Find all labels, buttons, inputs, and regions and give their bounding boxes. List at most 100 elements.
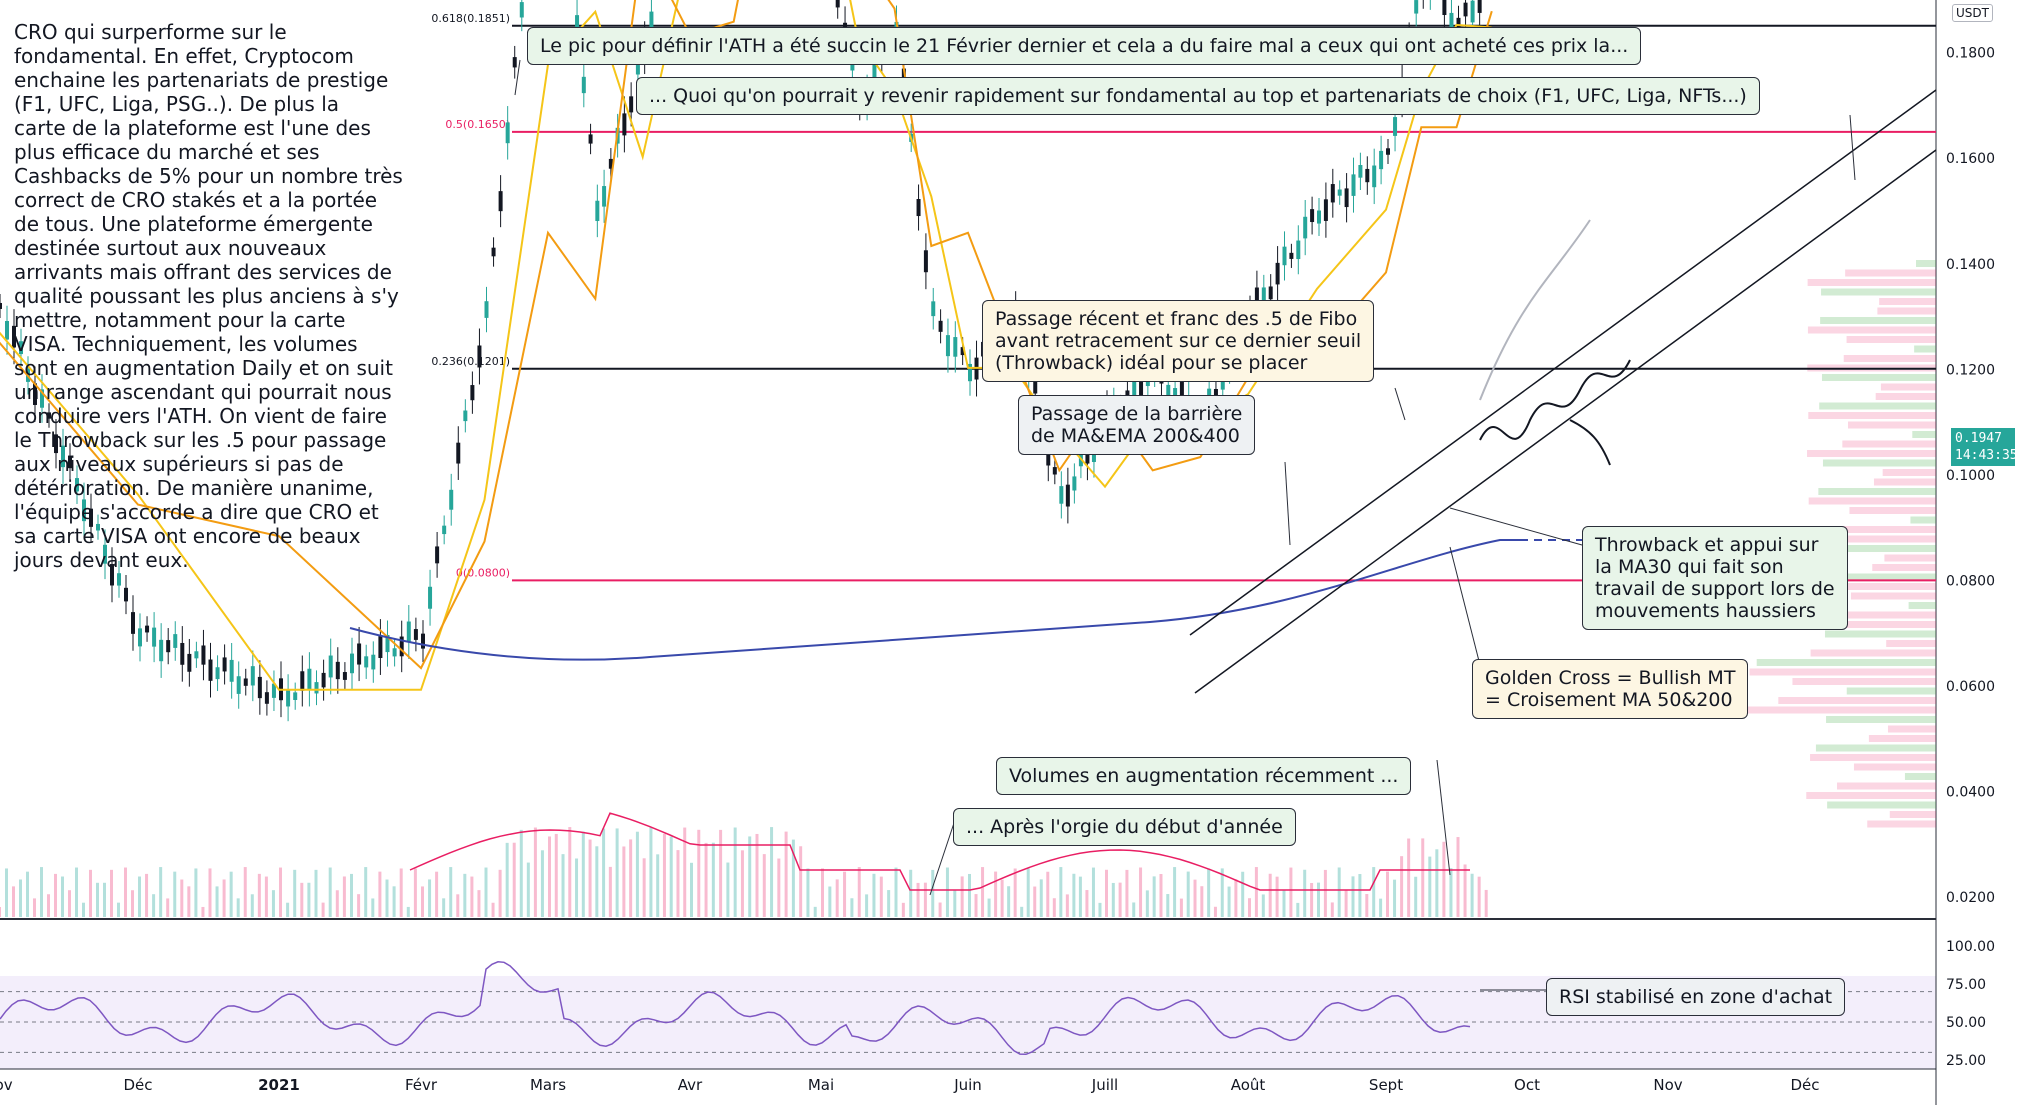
annotation-fundamental[interactable]: ... Quoi qu'on pourrait y revenir rapide…: [636, 77, 1760, 115]
candle-body: [187, 653, 192, 672]
candle-body: [1296, 240, 1301, 260]
volume-bar: [697, 829, 701, 917]
candle-body: [201, 645, 206, 665]
volume-bar: [629, 839, 633, 917]
annotation-golden-cross[interactable]: Golden Cross = Bullish MT = Croisement M…: [1472, 659, 1749, 719]
volume-bar: [264, 876, 268, 917]
volume-profile-bar: [1839, 611, 1936, 619]
time-tick-label: Mars: [530, 1076, 566, 1094]
volume-bar: [1033, 886, 1037, 917]
volume-profile-bar: [1840, 526, 1936, 533]
candle-body: [357, 643, 362, 665]
volume-bar: [726, 862, 730, 917]
volume-profile-bar: [1872, 564, 1936, 571]
volume-bar: [1166, 894, 1170, 917]
volume-bar: [960, 876, 964, 917]
candle-body: [449, 489, 454, 510]
candle-body: [413, 629, 418, 640]
callout-pointer: [514, 59, 521, 96]
candle-body: [1386, 148, 1390, 155]
volume-bar: [1085, 890, 1089, 917]
callout-pointer: [1449, 546, 1481, 666]
annotation-throwback[interactable]: Throwback et appui sur la MA30 qui fait …: [1582, 526, 1848, 630]
volume-profile-bar: [1821, 374, 1936, 381]
volume-bar: [1000, 879, 1004, 917]
volume-bar: [435, 871, 439, 917]
annotation-ma-ema[interactable]: Passage de la barrière de MA&EMA 200&400: [1018, 395, 1256, 455]
volume-bar: [1145, 890, 1149, 917]
candle-body: [1072, 476, 1077, 491]
volume-profile-bar: [1821, 288, 1936, 296]
candle-body: [428, 586, 433, 609]
candle-body: [1166, 384, 1171, 399]
annotation-volumes-up[interactable]: Volumes en augmentation récemment ...: [996, 757, 1412, 795]
volume-bar: [406, 906, 410, 917]
volume-bar: [872, 873, 876, 917]
annotation-rsi[interactable]: RSI stabilisé en zone d'achat: [1546, 978, 1846, 1016]
volume-bar: [1323, 869, 1327, 917]
candle-body: [477, 345, 482, 368]
volume-bar: [279, 867, 282, 917]
candle-body: [938, 320, 943, 332]
fib-level-label: 0(0.0800): [456, 566, 510, 579]
volume-bar: [364, 867, 368, 917]
candle-body: [1078, 454, 1083, 467]
volume-bar: [477, 890, 481, 917]
volume-bar: [19, 879, 22, 917]
candle-body: [1132, 374, 1137, 396]
volume-bar: [642, 858, 646, 917]
volume-bar: [669, 836, 673, 917]
volume-profile-bar: [1818, 488, 1936, 495]
annotation-ath[interactable]: Le pic pour définir l'ATH a été succin l…: [527, 27, 1642, 65]
candle-body: [378, 636, 383, 658]
volume-bar: [1330, 902, 1334, 917]
time-tick-label: Févr: [405, 1076, 438, 1094]
volume-bar: [608, 866, 612, 917]
candle-body: [166, 640, 171, 653]
volume-bar: [887, 890, 891, 917]
volume-bar: [1379, 898, 1383, 917]
volume-profile-bar: [1746, 706, 1936, 714]
volume-bar: [0, 907, 1, 917]
volume-bar: [1059, 867, 1063, 917]
volume-profile-bar: [1908, 602, 1936, 609]
candle-body: [1393, 117, 1398, 136]
volume-bar: [748, 836, 752, 917]
volume-bar: [575, 858, 579, 917]
volume-bar: [676, 850, 680, 917]
volume-bar: [357, 894, 361, 917]
candle-body: [236, 676, 241, 694]
annotation-fibo[interactable]: Passage récent et franc des .5 de Fibo a…: [982, 300, 1375, 382]
candle-body: [498, 191, 503, 212]
volume-profile-bar: [1843, 355, 1936, 362]
volume-bar: [968, 873, 971, 917]
price-tick-label: 0.1600: [1946, 151, 1995, 167]
volume-bar: [1484, 889, 1488, 917]
candle-body: [1379, 150, 1384, 170]
volume-bar: [1351, 876, 1355, 917]
volume-bar: [286, 902, 290, 917]
volume-bar: [1442, 841, 1446, 917]
candle-body: [335, 661, 340, 680]
volume-bar: [777, 858, 781, 917]
volume-profile-bar: [1916, 260, 1936, 267]
volume-ma-line: [409, 812, 1470, 891]
candle-body: [33, 383, 37, 405]
time-tick-label: 2021: [258, 1076, 300, 1094]
candle-body: [257, 676, 262, 699]
candle-body: [350, 653, 354, 674]
candle-body: [250, 666, 255, 686]
volume-bar: [1296, 902, 1300, 917]
annotation-orgy[interactable]: ... Après l'orgie du début d'année: [953, 808, 1296, 846]
candle-body: [1449, 12, 1454, 35]
volume-bar: [1173, 867, 1177, 917]
time-tick-label: Déc: [1790, 1076, 1819, 1094]
volume-bar: [1386, 871, 1389, 917]
volume-profile-bar: [1886, 640, 1936, 647]
volume-bar: [236, 898, 240, 917]
candle-body: [953, 337, 958, 357]
candle-body: [960, 347, 965, 356]
volume-bar: [257, 873, 261, 917]
candle-body: [82, 499, 86, 522]
callout-pointer: [1849, 114, 1856, 181]
